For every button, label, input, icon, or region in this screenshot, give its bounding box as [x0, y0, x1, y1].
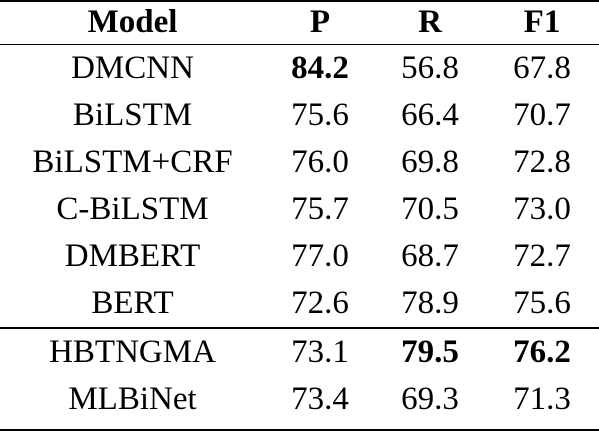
cell-model: BiLSTM — [72, 97, 193, 133]
cell-precision: 75.6 — [291, 97, 349, 133]
header-model: Model — [87, 3, 178, 40]
header-recall: R — [418, 3, 442, 40]
cell-precision: 76.0 — [291, 144, 349, 180]
cell-model: HBTNGMA — [49, 334, 216, 370]
cell-recall: 69.3 — [401, 381, 459, 417]
results-table: Model P R F1 DMCNN 84.2 56.8 67.8 BiLSTM… — [0, 0, 599, 423]
cell-recall: 68.7 — [401, 238, 459, 274]
table-bottom-rule — [0, 429, 599, 431]
table-row: MLBiNet 73.4 69.3 71.3 — [0, 376, 599, 423]
cell-f1: 73.0 — [513, 191, 571, 227]
cell-precision: 75.7 — [291, 191, 349, 227]
table-row: DMBERT 77.0 68.7 72.7 — [0, 233, 599, 280]
header-precision: P — [309, 3, 331, 40]
header-row: Model P R F1 — [0, 0, 599, 45]
table-row: HBTNGMA 73.1 79.5 76.2 — [0, 328, 599, 376]
table-row: DMCNN 84.2 56.8 67.8 — [0, 45, 599, 93]
cell-f1: 76.2 — [513, 334, 571, 370]
cell-model: C-BiLSTM — [56, 191, 209, 227]
table-row: C-BiLSTM 75.7 70.5 73.0 — [0, 186, 599, 233]
cell-f1: 70.7 — [513, 97, 571, 133]
cell-recall: 70.5 — [401, 191, 459, 227]
cell-recall: 79.5 — [401, 334, 459, 370]
cell-model: MLBiNet — [68, 381, 197, 417]
table-row: BiLSTM+CRF 76.0 69.8 72.8 — [0, 139, 599, 186]
cell-recall: 78.9 — [401, 285, 459, 321]
cell-precision: 73.1 — [291, 334, 349, 370]
cell-model: BERT — [91, 285, 174, 321]
cell-precision: 73.4 — [291, 381, 349, 417]
cell-model: DMBERT — [64, 238, 201, 274]
table-row: BERT 72.6 78.9 75.6 — [0, 280, 599, 328]
cell-model: BiLSTM+CRF — [32, 144, 233, 180]
cell-f1: 67.8 — [513, 50, 571, 86]
cell-precision: 72.6 — [291, 285, 349, 321]
cell-f1: 71.3 — [513, 381, 571, 417]
cell-recall: 69.8 — [401, 144, 459, 180]
cell-f1: 75.6 — [513, 285, 571, 321]
header-f1: F1 — [523, 3, 561, 40]
cell-f1: 72.7 — [513, 238, 571, 274]
table-top-rule — [0, 0, 599, 2]
cell-f1: 72.8 — [513, 144, 571, 180]
cell-model: DMCNN — [71, 50, 194, 86]
cell-recall: 66.4 — [401, 97, 459, 133]
table-row: BiLSTM 75.6 66.4 70.7 — [0, 92, 599, 139]
cell-precision: 84.2 — [291, 50, 349, 86]
cell-recall: 56.8 — [401, 50, 459, 86]
cell-precision: 77.0 — [291, 238, 349, 274]
